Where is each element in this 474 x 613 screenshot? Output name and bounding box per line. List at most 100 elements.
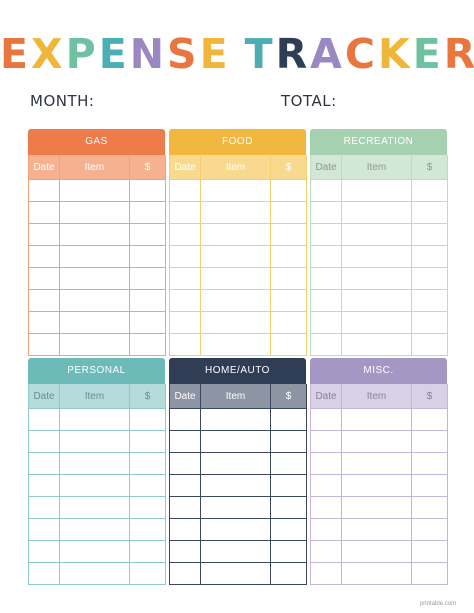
cell-amount[interactable] bbox=[411, 562, 448, 585]
cell-date[interactable] bbox=[169, 430, 201, 453]
cell-item[interactable] bbox=[59, 540, 130, 563]
cell-item[interactable] bbox=[59, 452, 130, 475]
cell-item[interactable] bbox=[59, 179, 130, 202]
cell-amount[interactable] bbox=[129, 223, 166, 246]
cell-date[interactable] bbox=[28, 408, 60, 431]
cell-amount[interactable] bbox=[270, 540, 307, 563]
cell-item[interactable] bbox=[200, 267, 271, 290]
cell-item[interactable] bbox=[200, 311, 271, 334]
cell-amount[interactable] bbox=[411, 496, 448, 519]
cell-item[interactable] bbox=[200, 562, 271, 585]
cell-date[interactable] bbox=[169, 201, 201, 224]
cell-item[interactable] bbox=[341, 474, 412, 497]
cell-date[interactable] bbox=[28, 430, 60, 453]
cell-amount[interactable] bbox=[270, 452, 307, 475]
cell-date[interactable] bbox=[28, 289, 60, 312]
cell-date[interactable] bbox=[169, 496, 201, 519]
cell-amount[interactable] bbox=[411, 179, 448, 202]
cell-date[interactable] bbox=[169, 289, 201, 312]
cell-date[interactable] bbox=[169, 311, 201, 334]
cell-date[interactable] bbox=[28, 179, 60, 202]
cell-date[interactable] bbox=[28, 562, 60, 585]
cell-item[interactable] bbox=[59, 311, 130, 334]
cell-item[interactable] bbox=[341, 311, 412, 334]
cell-amount[interactable] bbox=[270, 289, 307, 312]
cell-amount[interactable] bbox=[270, 311, 307, 334]
cell-amount[interactable] bbox=[411, 245, 448, 268]
cell-amount[interactable] bbox=[270, 201, 307, 224]
cell-item[interactable] bbox=[341, 201, 412, 224]
cell-item[interactable] bbox=[200, 474, 271, 497]
cell-amount[interactable] bbox=[411, 408, 448, 431]
cell-amount[interactable] bbox=[411, 289, 448, 312]
cell-item[interactable] bbox=[341, 452, 412, 475]
cell-date[interactable] bbox=[310, 474, 342, 497]
cell-amount[interactable] bbox=[129, 311, 166, 334]
cell-item[interactable] bbox=[341, 540, 412, 563]
cell-amount[interactable] bbox=[411, 518, 448, 541]
cell-item[interactable] bbox=[59, 223, 130, 246]
cell-date[interactable] bbox=[28, 452, 60, 475]
cell-date[interactable] bbox=[169, 333, 201, 356]
cell-item[interactable] bbox=[341, 518, 412, 541]
cell-amount[interactable] bbox=[270, 245, 307, 268]
cell-amount[interactable] bbox=[270, 496, 307, 519]
cell-item[interactable] bbox=[200, 518, 271, 541]
cell-item[interactable] bbox=[59, 289, 130, 312]
cell-amount[interactable] bbox=[129, 289, 166, 312]
cell-date[interactable] bbox=[28, 267, 60, 290]
cell-amount[interactable] bbox=[129, 452, 166, 475]
cell-amount[interactable] bbox=[411, 430, 448, 453]
cell-item[interactable] bbox=[341, 245, 412, 268]
cell-date[interactable] bbox=[310, 223, 342, 246]
cell-amount[interactable] bbox=[411, 201, 448, 224]
cell-item[interactable] bbox=[341, 562, 412, 585]
cell-date[interactable] bbox=[310, 267, 342, 290]
cell-item[interactable] bbox=[341, 267, 412, 290]
cell-amount[interactable] bbox=[129, 179, 166, 202]
cell-date[interactable] bbox=[310, 562, 342, 585]
cell-amount[interactable] bbox=[411, 267, 448, 290]
cell-date[interactable] bbox=[310, 289, 342, 312]
cell-item[interactable] bbox=[341, 333, 412, 356]
cell-date[interactable] bbox=[169, 562, 201, 585]
cell-amount[interactable] bbox=[270, 562, 307, 585]
cell-date[interactable] bbox=[310, 311, 342, 334]
cell-item[interactable] bbox=[59, 267, 130, 290]
cell-item[interactable] bbox=[200, 289, 271, 312]
cell-date[interactable] bbox=[310, 430, 342, 453]
cell-date[interactable] bbox=[310, 245, 342, 268]
cell-amount[interactable] bbox=[129, 245, 166, 268]
cell-amount[interactable] bbox=[129, 201, 166, 224]
cell-item[interactable] bbox=[59, 201, 130, 224]
cell-item[interactable] bbox=[341, 408, 412, 431]
cell-amount[interactable] bbox=[129, 408, 166, 431]
cell-date[interactable] bbox=[169, 245, 201, 268]
cell-date[interactable] bbox=[169, 452, 201, 475]
cell-item[interactable] bbox=[59, 333, 130, 356]
cell-date[interactable] bbox=[310, 201, 342, 224]
cell-amount[interactable] bbox=[270, 223, 307, 246]
cell-amount[interactable] bbox=[129, 518, 166, 541]
cell-item[interactable] bbox=[200, 245, 271, 268]
cell-item[interactable] bbox=[59, 408, 130, 431]
cell-date[interactable] bbox=[169, 408, 201, 431]
cell-amount[interactable] bbox=[270, 179, 307, 202]
cell-item[interactable] bbox=[200, 223, 271, 246]
cell-date[interactable] bbox=[169, 223, 201, 246]
cell-item[interactable] bbox=[59, 474, 130, 497]
cell-amount[interactable] bbox=[129, 474, 166, 497]
cell-amount[interactable] bbox=[270, 430, 307, 453]
cell-date[interactable] bbox=[169, 540, 201, 563]
cell-date[interactable] bbox=[28, 201, 60, 224]
cell-date[interactable] bbox=[28, 223, 60, 246]
cell-amount[interactable] bbox=[411, 311, 448, 334]
cell-item[interactable] bbox=[341, 430, 412, 453]
cell-item[interactable] bbox=[59, 430, 130, 453]
cell-date[interactable] bbox=[169, 267, 201, 290]
cell-item[interactable] bbox=[200, 408, 271, 431]
cell-item[interactable] bbox=[200, 540, 271, 563]
cell-item[interactable] bbox=[341, 179, 412, 202]
cell-amount[interactable] bbox=[411, 452, 448, 475]
cell-date[interactable] bbox=[28, 333, 60, 356]
